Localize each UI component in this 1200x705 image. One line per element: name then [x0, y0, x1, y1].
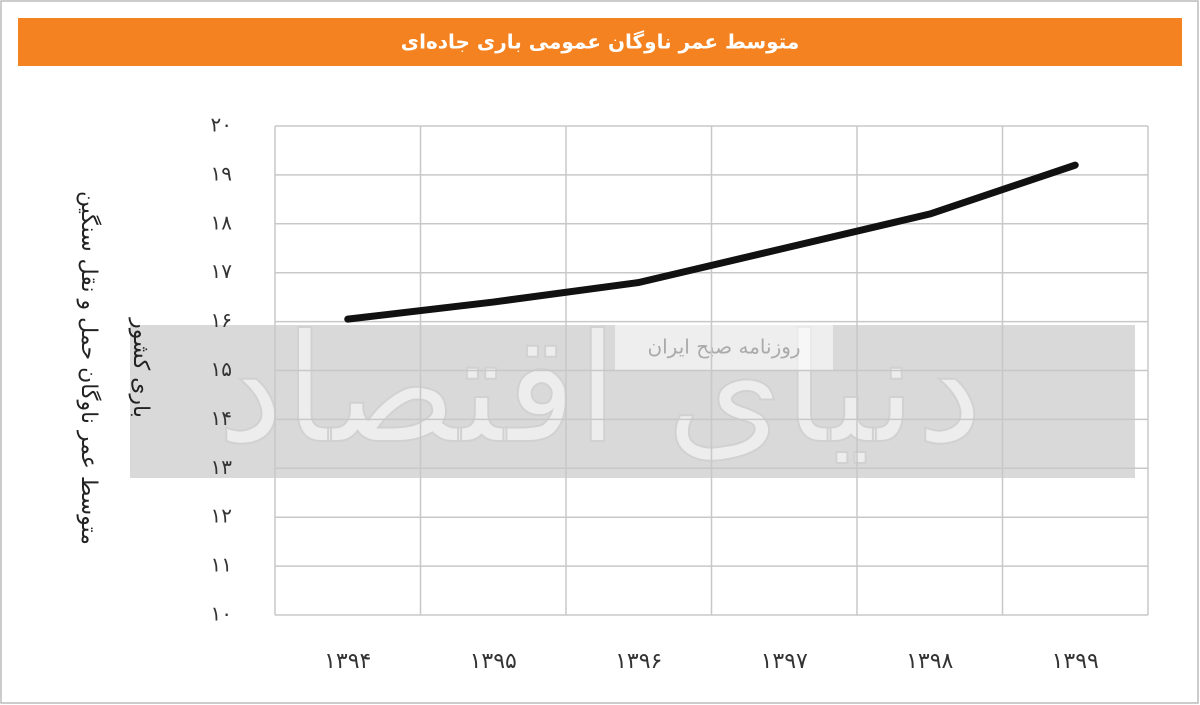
y-axis-label: متوسط عمر ناوگان حمل و نقل سنگین: [76, 191, 102, 545]
x-tick-label: ۱۳۹۷: [761, 649, 808, 674]
y-tick-label: ۱۹: [211, 161, 232, 185]
y-axis-label: باری کشور: [128, 317, 153, 418]
watermark: روزنامه صبح ایران: [647, 335, 800, 359]
y-tick-label: ۱۵: [211, 357, 232, 381]
y-tick-label: ۱۳: [211, 455, 233, 479]
line: [344, 161, 1079, 323]
x-tick-label: ۱۳۹۶: [615, 649, 662, 674]
x-tick-label: ۱۳۹۸: [906, 649, 953, 674]
y-tick-label: ۱۷: [211, 259, 233, 283]
y-tick-label: ۱۸: [211, 210, 233, 234]
y-tick-label: ۱۰: [211, 602, 232, 626]
watermark-box: [615, 325, 833, 370]
y-tick-label: ۱۱: [211, 553, 232, 577]
y-tick-label: ۲۰: [211, 113, 232, 137]
x-tick-label: ۱۳۹۴: [324, 649, 371, 674]
title-bar: [18, 18, 1182, 66]
y-tick-label: ۱۶: [211, 308, 232, 332]
y-tick-label: ۱۴: [211, 406, 232, 430]
x-tick-label: ۱۳۹۹: [1052, 649, 1099, 674]
chart-title: متوسط عمر ناوگان عمومی باری جاده‌ای: [401, 30, 799, 54]
x-tick-label: ۱۳۹۵: [470, 649, 517, 674]
watermark: دنیای اقتصاد: [217, 303, 983, 477]
y-tick-label: ۱۲: [211, 504, 232, 528]
